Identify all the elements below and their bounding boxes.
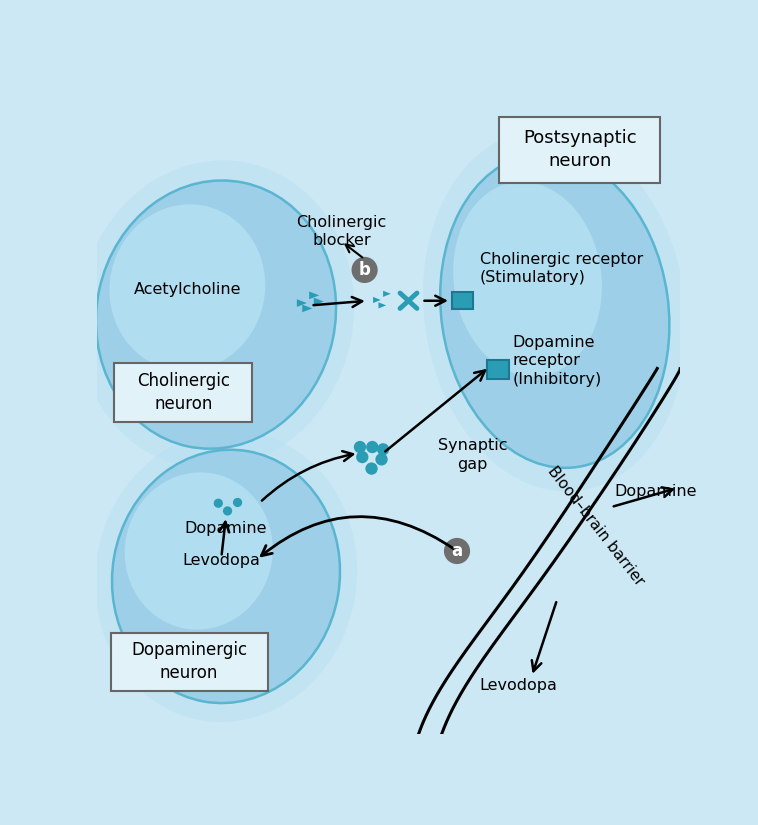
Text: Dopaminergic
neuron: Dopaminergic neuron [131,641,247,682]
Polygon shape [309,291,319,299]
Text: Cholinergic
neuron: Cholinergic neuron [136,372,230,412]
Text: Acetylcholine: Acetylcholine [133,282,241,298]
Text: Dopamine: Dopamine [185,521,268,536]
Polygon shape [383,290,391,297]
Circle shape [366,441,378,453]
Polygon shape [302,304,312,313]
Circle shape [356,451,368,463]
Text: Levodopa: Levodopa [480,678,558,693]
Ellipse shape [78,160,354,469]
Ellipse shape [95,431,357,722]
FancyBboxPatch shape [111,633,268,691]
Text: Blood–brain barrier: Blood–brain barrier [544,464,647,589]
Circle shape [233,497,242,507]
Circle shape [354,441,366,453]
Circle shape [375,453,387,465]
Polygon shape [297,299,307,307]
Ellipse shape [109,205,265,371]
Circle shape [377,443,390,455]
Circle shape [365,463,377,474]
Text: Synaptic
gap: Synaptic gap [437,438,507,472]
Polygon shape [314,298,324,305]
Text: Levodopa: Levodopa [183,554,260,568]
Polygon shape [378,302,386,309]
Ellipse shape [112,450,340,703]
FancyBboxPatch shape [114,363,252,422]
Text: Dopamine: Dopamine [614,484,697,499]
Ellipse shape [125,473,273,629]
Ellipse shape [423,130,687,492]
Ellipse shape [440,153,669,468]
Ellipse shape [96,181,336,449]
Ellipse shape [453,182,602,377]
Circle shape [444,538,470,564]
Polygon shape [373,297,381,303]
Circle shape [352,257,377,283]
Circle shape [214,498,223,508]
Text: a: a [452,542,462,560]
FancyBboxPatch shape [500,116,660,183]
Text: Dopamine
receptor
(Inhibitory): Dopamine receptor (Inhibitory) [512,335,602,387]
Text: Postsynaptic
neuron: Postsynaptic neuron [523,130,637,170]
Text: Cholinergic
blocker: Cholinergic blocker [296,214,387,248]
Text: Cholinergic receptor
(Stimulatory): Cholinergic receptor (Stimulatory) [480,252,644,285]
FancyBboxPatch shape [452,292,473,309]
FancyBboxPatch shape [487,360,509,379]
Circle shape [223,507,232,516]
Text: b: b [359,261,371,279]
